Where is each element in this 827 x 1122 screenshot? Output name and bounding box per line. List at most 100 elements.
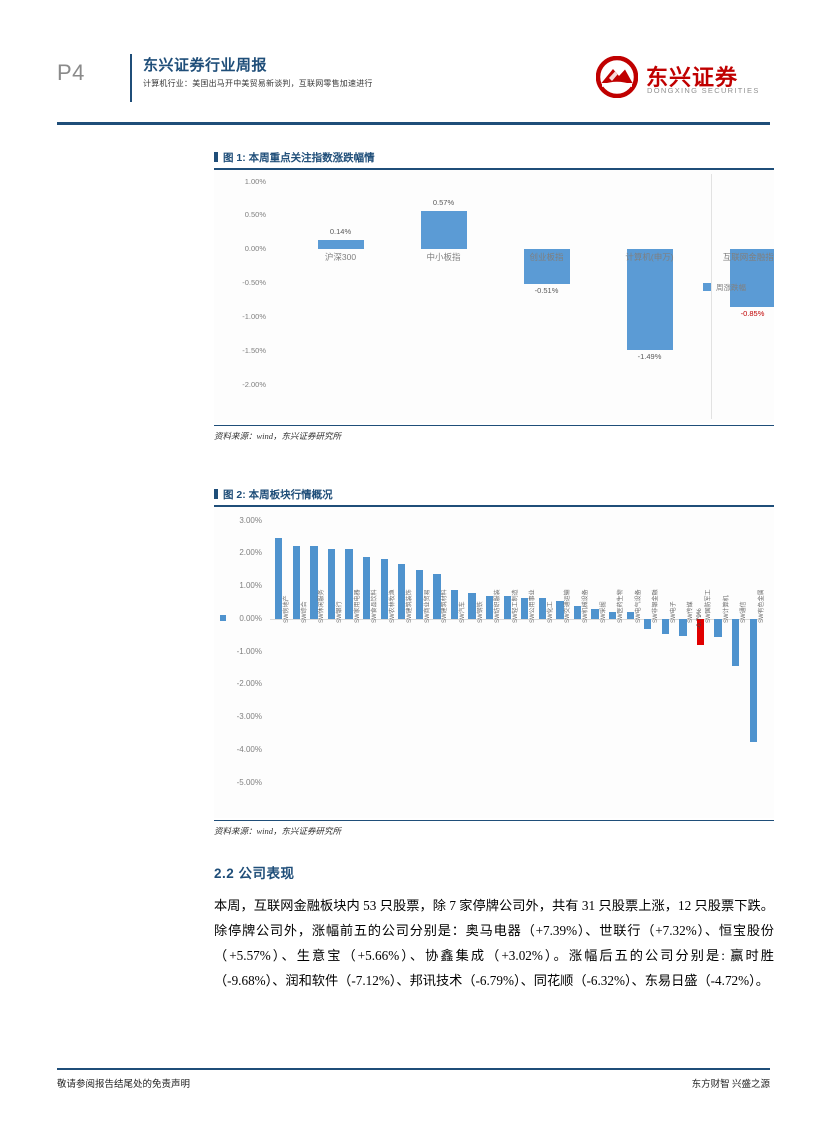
chart-bar	[485, 595, 494, 619]
x-axis-category-label: SW房地产	[284, 595, 291, 623]
chart-bar	[317, 239, 364, 250]
footer-disclaimer: 敬请参阅报告结尾处的免责声明	[57, 1080, 191, 1090]
chart-legend-divider	[711, 173, 712, 419]
dongxing-logo-icon	[595, 55, 639, 99]
figure-1-caption-text: 图 1: 本周重点关注指数涨跌幅情	[223, 152, 375, 164]
y-axis-tick-label: 0.00%	[239, 613, 262, 623]
x-axis-category-label: 中小板指	[426, 252, 461, 263]
x-axis-category-label: SW建筑材料	[442, 589, 449, 623]
x-axis-category-label: SW非银金融	[653, 589, 660, 623]
y-axis-tick-label: 3.00%	[239, 515, 262, 525]
figure-1-rule-top	[214, 168, 774, 170]
highlighted-bar-value-label: -0.79%	[695, 608, 703, 629]
figure-2-caption: 图 2: 本周板块行情概况	[214, 487, 774, 505]
legend-swatch-icon	[703, 282, 711, 291]
figure-1-caption: 图 1: 本周重点关注指数涨跌幅情	[214, 150, 774, 168]
legend-swatch-icon	[220, 614, 226, 621]
x-axis-category-label: SW有色金属	[758, 589, 765, 623]
y-axis-tick-label: -4.00%	[236, 744, 262, 754]
x-axis-category-label: SW银行	[337, 601, 343, 623]
y-axis-tick-label: -5.00%	[236, 777, 262, 787]
chart-bar	[310, 546, 318, 619]
report-subtitle: 计算机行业：美国出马开中美贸易新谈判，互联网零售加速进行	[143, 79, 373, 88]
chart-bar	[275, 537, 283, 619]
chart-bar	[679, 618, 687, 636]
chart-bar	[591, 608, 599, 619]
chart-bar	[292, 546, 301, 619]
y-axis-tick-label: 2.00%	[239, 548, 262, 558]
x-axis-category-label: SW纺织服装	[495, 589, 502, 623]
company-logo: 东兴证券 DONGXING SECURITIES	[595, 54, 770, 104]
bar-value-label: -1.49%	[637, 351, 662, 361]
page-header: P4 东兴证券行业周报 计算机行业：美国出马开中美贸易新谈判，互联网零售加速进行…	[57, 52, 770, 114]
x-axis-category-label: SW建筑装饰	[407, 589, 414, 623]
x-axis-category-label: SW医药生物	[618, 589, 625, 623]
chart-bar	[362, 556, 371, 619]
chart-bar	[415, 569, 424, 619]
x-axis-category-label: SW机械设备	[583, 589, 589, 623]
chart-bar	[573, 606, 582, 619]
chart-bar	[433, 573, 441, 619]
y-axis-tick-label: -2.00%	[236, 679, 262, 689]
figure-2-caption-text: 图 2: 本周板块行情概况	[223, 489, 333, 501]
chart-bar	[626, 612, 634, 619]
x-axis-category-label: SW计算机	[723, 595, 730, 623]
x-axis-category-label: 创业板指	[529, 252, 564, 263]
x-axis-category-label: 沪深300	[324, 252, 357, 263]
chart-bar	[345, 549, 353, 619]
chart-bar	[398, 563, 406, 619]
chart-bar	[556, 601, 564, 619]
header-divider	[130, 54, 132, 102]
logo-text-chinese: 东兴证券	[646, 65, 739, 90]
y-axis-tick-label: -1.50%	[242, 345, 266, 355]
footer-rule	[57, 1068, 770, 1070]
x-axis-category-label: SW商业贸易	[424, 589, 431, 623]
chart-bar	[729, 249, 774, 307]
y-axis-tick-label: 1.00%	[244, 176, 266, 186]
y-axis-tick-label: 0.00%	[244, 244, 266, 254]
chart-bar	[450, 590, 459, 619]
x-axis-category-label: SW国防军工	[706, 589, 712, 623]
chart-bar	[731, 618, 740, 667]
x-axis-category-label: SW钢铁	[477, 601, 484, 623]
figure-1-source: 资料来源：wind，东兴证券研究所	[214, 431, 342, 441]
caption-marker-icon	[214, 152, 218, 162]
x-axis-category-label: SW交通运输	[565, 589, 572, 623]
figure-1-chart: 1.00% 0.50% 0.00% -0.50% -1.00% -1.50% -2.00% 沪…	[214, 169, 774, 423]
figure-2-rule-bottom	[214, 819, 774, 821]
figure-2-rule-top	[214, 505, 774, 507]
bar-value-label: -0.85%	[740, 308, 765, 318]
y-axis-tick-label: -2.00%	[242, 379, 266, 389]
y-axis-tick-label: 0.50%	[244, 210, 266, 220]
figure-1: 图 1: 本周重点关注指数涨跌幅情 1.00% 0.50% 0.00% -0.50% -…	[214, 150, 774, 442]
chart-bar	[644, 618, 652, 629]
x-axis-category-label: SW汽车	[460, 601, 466, 623]
figure-1-rule-bottom	[214, 424, 774, 426]
x-axis-category-label: SW家用电器	[354, 589, 361, 623]
zero-axis-line	[270, 618, 762, 620]
figure-2-chart: 3.00% 2.00% 1.00% 0.00% -1.00% -2.00% -3.00% -4…	[214, 506, 774, 818]
figure-2: 图 2: 本周板块行情概况 3.00% 2.00% 1.00% 0.00% -1.00%…	[214, 487, 774, 837]
x-axis-category-label: SW化工	[547, 601, 554, 623]
chart-bar-highlighted	[696, 618, 705, 645]
section-paragraph: 本周，互联网金融板块内 53 只股票，除 7 家停牌公司外，共有 31 只股票上…	[214, 898, 774, 988]
x-axis-category-label: SW通信	[741, 601, 748, 623]
report-title: 东兴证券行业周报	[143, 57, 268, 74]
chart-bar	[626, 249, 673, 350]
y-axis-tick-label: -0.50%	[242, 278, 266, 287]
chart-bar	[538, 598, 547, 619]
y-axis-tick-label: -1.00%	[242, 311, 266, 321]
caption-marker-icon	[214, 489, 218, 499]
x-axis-category-label: SW休闲服务	[319, 589, 326, 623]
chart-bar	[608, 612, 617, 619]
y-axis-tick-label: 1.00%	[239, 581, 262, 590]
x-axis-category-label: SW电气设备	[635, 589, 642, 623]
chart-bar	[749, 618, 757, 742]
logo-text-english: DONGXING SECURITIES	[647, 86, 760, 95]
chart-bar	[503, 595, 511, 619]
chart-legend: 周涨跌幅	[703, 282, 746, 293]
chart-bar	[468, 593, 476, 619]
legend-label: 周涨跌幅	[716, 282, 746, 292]
x-axis-category-label: SW轻工制造	[512, 589, 519, 623]
x-axis-category-label: 计算机(申万)	[625, 252, 674, 263]
